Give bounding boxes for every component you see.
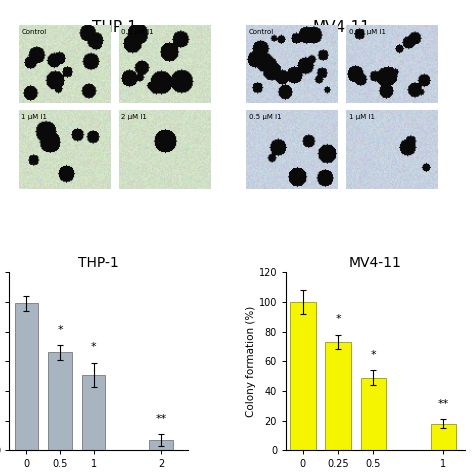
Bar	[82, 374, 105, 450]
Title: THP-1: THP-1	[78, 256, 119, 270]
Text: *: *	[91, 342, 97, 352]
Text: MV4-11: MV4-11	[313, 19, 371, 35]
Bar	[431, 424, 456, 450]
Text: *: *	[370, 350, 376, 360]
Text: *: *	[335, 314, 341, 324]
Bar	[15, 303, 38, 450]
Text: **: **	[438, 399, 449, 409]
Bar	[48, 352, 72, 450]
Title: MV4-11: MV4-11	[349, 256, 402, 270]
Text: *: *	[57, 325, 63, 335]
Bar	[361, 378, 386, 450]
Text: THP-1: THP-1	[91, 19, 137, 35]
Y-axis label: Colony formation (%): Colony formation (%)	[246, 306, 256, 417]
Bar	[149, 440, 173, 450]
Text: **: **	[155, 414, 167, 424]
Bar	[290, 302, 316, 450]
Bar	[326, 342, 351, 450]
